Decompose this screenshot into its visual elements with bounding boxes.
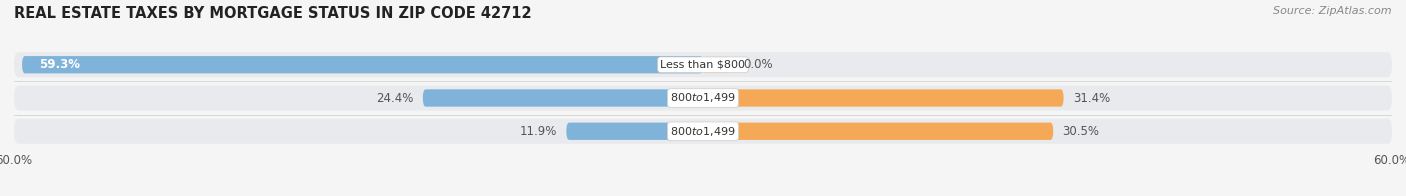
FancyBboxPatch shape [567, 123, 703, 140]
Text: Less than $800: Less than $800 [661, 60, 745, 70]
Text: REAL ESTATE TAXES BY MORTGAGE STATUS IN ZIP CODE 42712: REAL ESTATE TAXES BY MORTGAGE STATUS IN … [14, 6, 531, 21]
Text: 30.5%: 30.5% [1063, 125, 1099, 138]
FancyBboxPatch shape [703, 89, 1063, 107]
FancyBboxPatch shape [703, 123, 1053, 140]
Text: $800 to $1,499: $800 to $1,499 [671, 125, 735, 138]
FancyBboxPatch shape [703, 56, 731, 73]
FancyBboxPatch shape [423, 89, 703, 107]
Text: 31.4%: 31.4% [1073, 92, 1109, 104]
Text: 11.9%: 11.9% [520, 125, 557, 138]
FancyBboxPatch shape [22, 56, 703, 73]
FancyBboxPatch shape [14, 119, 1392, 144]
FancyBboxPatch shape [14, 52, 1392, 77]
Text: Source: ZipAtlas.com: Source: ZipAtlas.com [1274, 6, 1392, 16]
Text: $800 to $1,499: $800 to $1,499 [671, 92, 735, 104]
Text: 0.0%: 0.0% [744, 58, 773, 71]
FancyBboxPatch shape [14, 85, 1392, 111]
Text: 59.3%: 59.3% [39, 58, 80, 71]
Text: 24.4%: 24.4% [377, 92, 413, 104]
